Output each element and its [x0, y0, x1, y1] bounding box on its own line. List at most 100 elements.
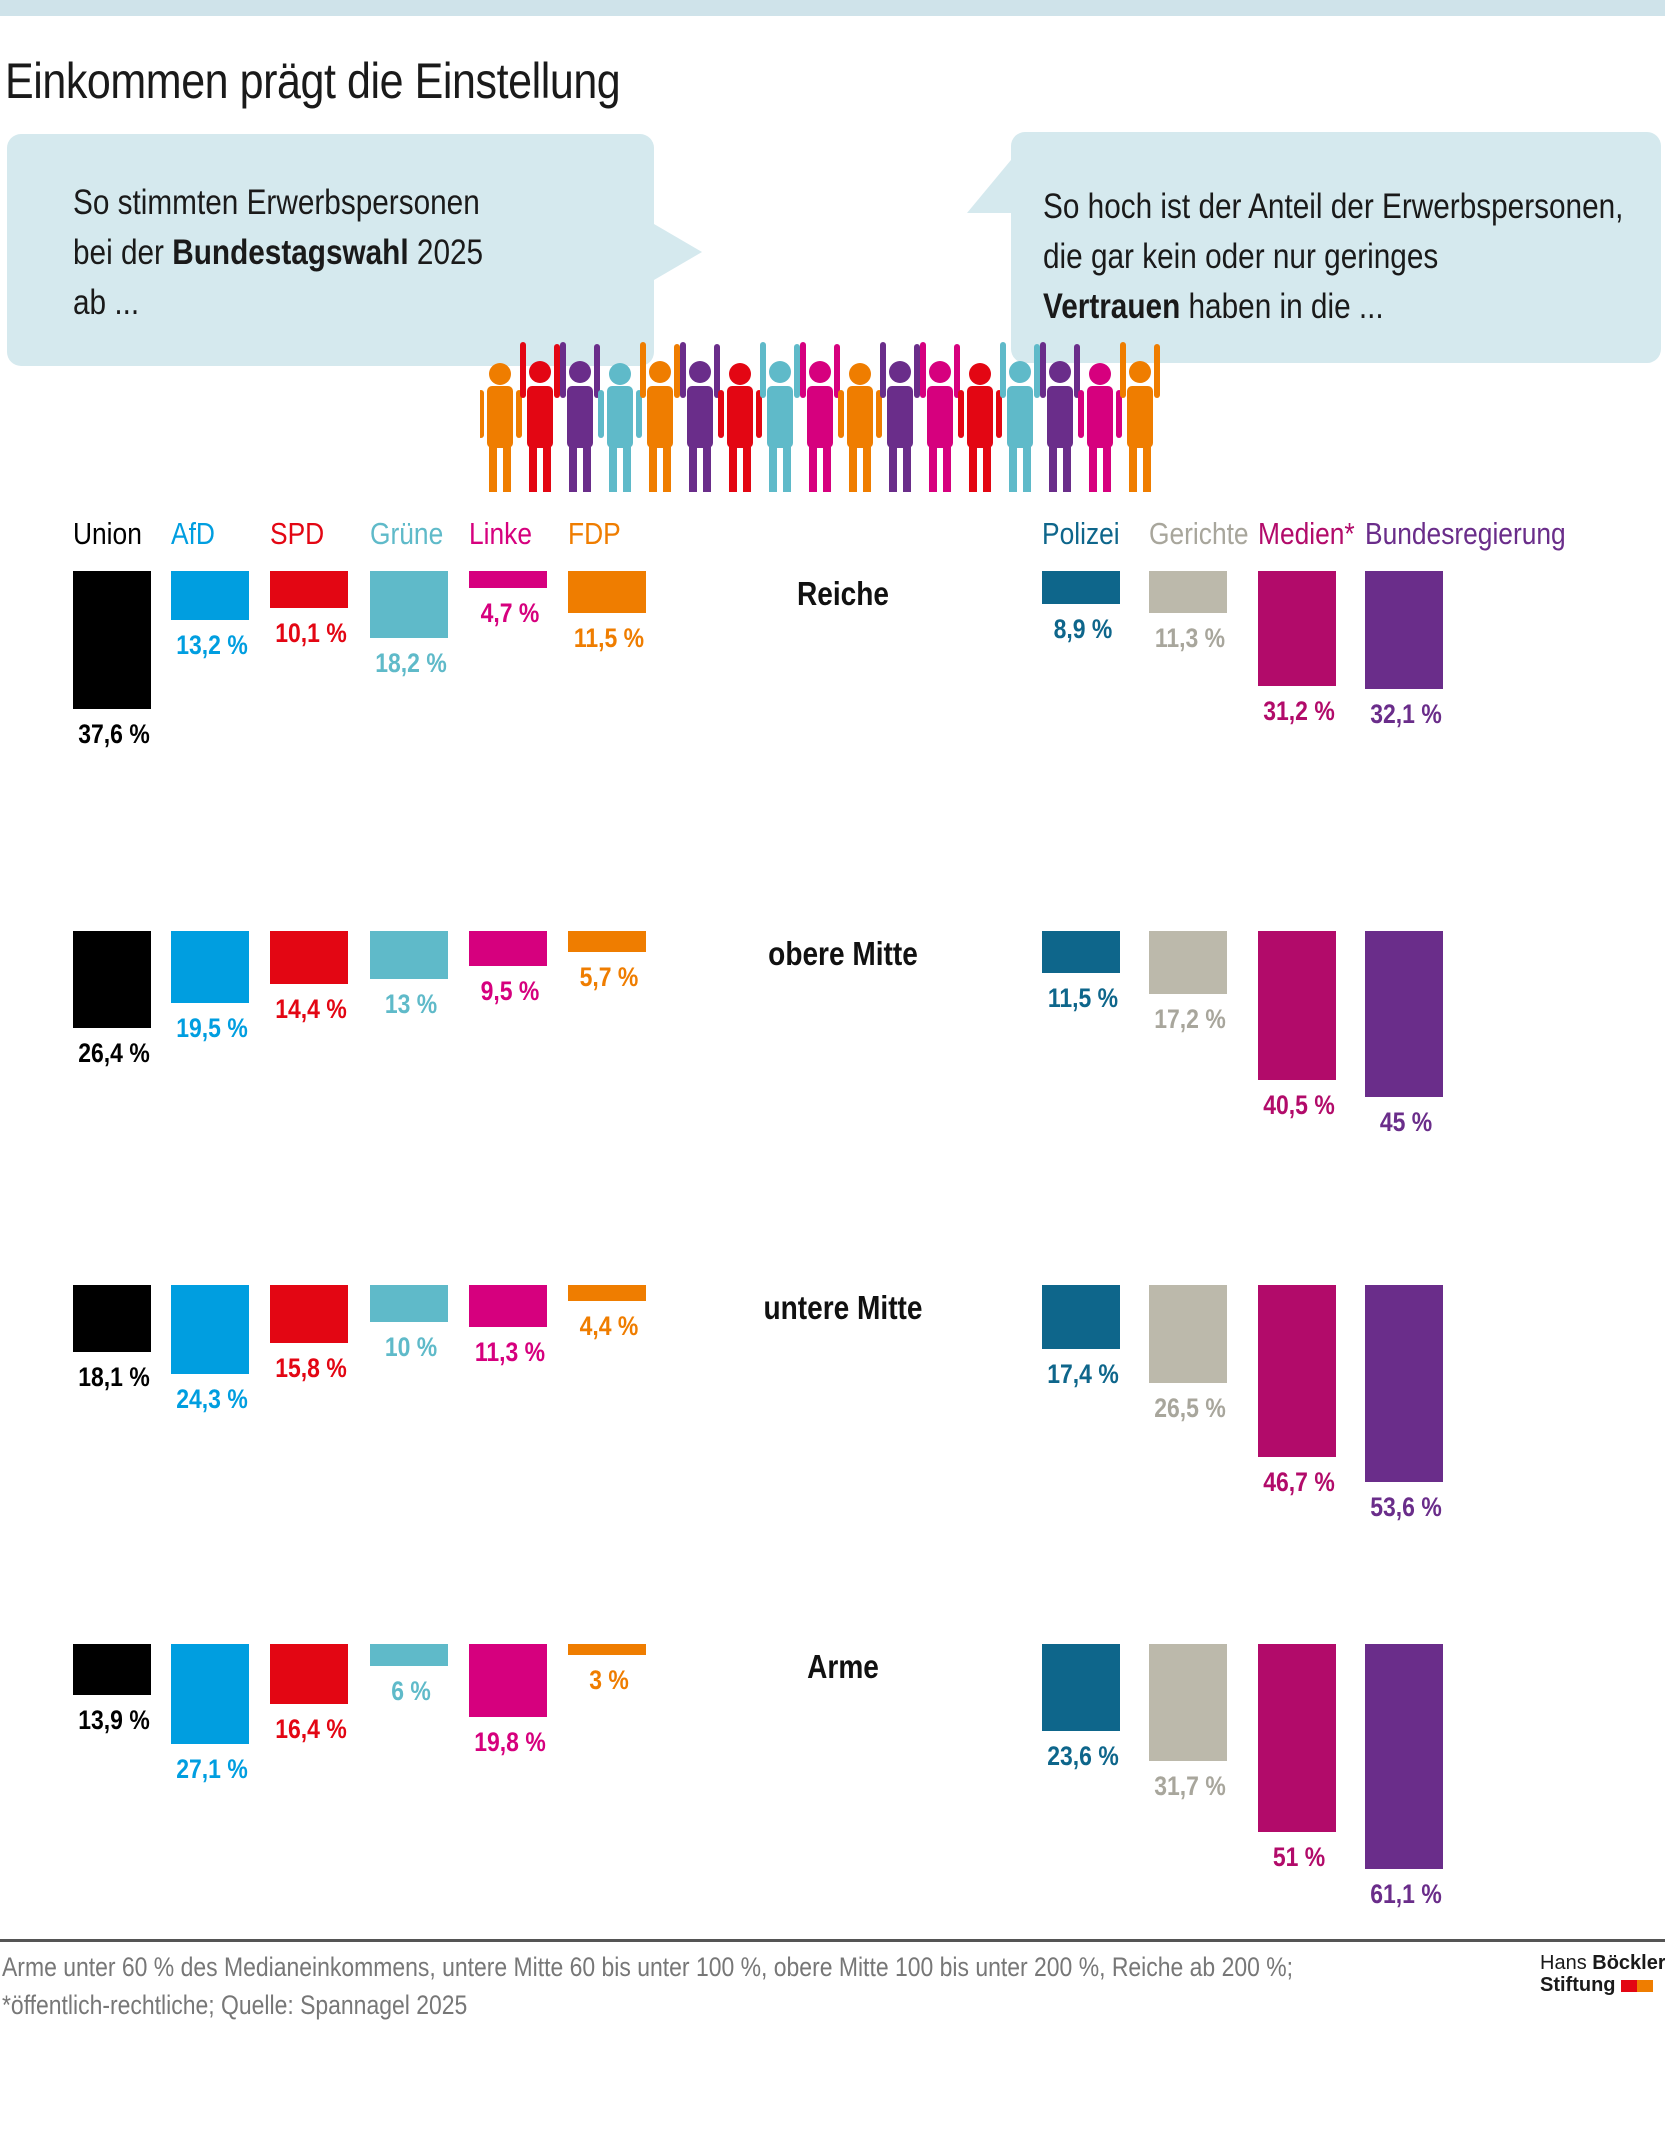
- party-category-label-5: FDP: [568, 516, 621, 551]
- person-figure: [640, 342, 680, 492]
- trust-bar: [1258, 1644, 1336, 1832]
- trust-bar: [1365, 1644, 1443, 1869]
- group-label: obere Mitte: [768, 935, 918, 972]
- person-figure: [880, 342, 920, 492]
- party-value-label: 24,3 %: [176, 1384, 248, 1415]
- party-value-label: 11,5 %: [573, 623, 645, 654]
- party-bar: [171, 1644, 249, 1744]
- trust-value-label: 32,1 %: [1370, 699, 1442, 730]
- person-figure: [560, 342, 600, 492]
- text: haben in die ...: [1180, 287, 1384, 326]
- party-bar: [469, 931, 547, 966]
- trust-value-label: 8,9 %: [1053, 613, 1113, 644]
- speech-bubble-left: So stimmten Erwerbspersonen bei der Bund…: [7, 134, 654, 366]
- party-category-label-0: Union: [73, 516, 142, 551]
- person-figure: [1000, 342, 1040, 492]
- party-value-label: 13 %: [384, 988, 438, 1019]
- trust-value-label: 46,7 %: [1263, 1466, 1335, 1497]
- party-bar: [270, 1644, 348, 1705]
- party-bar: [73, 1644, 151, 1696]
- party-value-label: 13,2 %: [176, 629, 248, 660]
- party-value-label: 18,1 %: [78, 1361, 150, 1392]
- party-bar: [568, 931, 646, 952]
- bubble-left-tail: [654, 224, 702, 280]
- party-category-label-4: Linke: [469, 516, 532, 551]
- party-bar: [370, 1644, 448, 1667]
- party-value-label: 4,4 %: [579, 1311, 639, 1342]
- party-value-label: 6 %: [391, 1676, 431, 1707]
- party-bar: [270, 1285, 348, 1344]
- party-value-label: 11,3 %: [474, 1336, 546, 1367]
- person-figure: [838, 363, 882, 492]
- party-value-label: 14,4 %: [275, 993, 347, 1024]
- party-bar: [469, 1644, 547, 1717]
- trust-bar: [1365, 931, 1443, 1097]
- person-figure: [1078, 363, 1122, 492]
- page-title: Einkommen prägt die Einstellung: [5, 53, 621, 109]
- bubble-right-line: die gar kein oder nur geringes: [1043, 237, 1439, 276]
- party-value-label: 9,5 %: [480, 975, 540, 1006]
- party-bar: [171, 1285, 249, 1375]
- group-label: Reiche: [797, 575, 889, 612]
- party-value-label: 13,9 %: [78, 1705, 150, 1736]
- person-figure: [800, 342, 840, 492]
- trust-value-label: 26,5 %: [1154, 1392, 1226, 1423]
- trust-value-label: 45 %: [1379, 1106, 1433, 1137]
- trust-bar: [1042, 571, 1120, 604]
- logo-square-red: [1621, 1979, 1638, 1992]
- party-value-label: 16,4 %: [275, 1714, 347, 1745]
- group-label: Arme: [807, 1648, 879, 1685]
- trust-bar: [1258, 571, 1336, 686]
- party-value-label: 10,1 %: [275, 618, 347, 649]
- party-bar: [73, 1285, 151, 1352]
- party-bar: [73, 571, 151, 710]
- party-value-label: 27,1 %: [176, 1753, 248, 1784]
- party-category-label-3: Grüne: [370, 516, 444, 551]
- footer-divider: [0, 1939, 1665, 1942]
- trust-bar: [1149, 571, 1227, 613]
- logo-text: Stiftung: [1540, 1974, 1616, 1996]
- party-bar: [568, 1644, 646, 1656]
- trust-bar: [1258, 931, 1336, 1081]
- person-figure: [1040, 342, 1080, 492]
- person-figure: [920, 342, 960, 492]
- party-bar: [568, 1285, 646, 1302]
- logo-square-orange: [1637, 1979, 1654, 1992]
- trust-bar: [1042, 1644, 1120, 1731]
- trust-bar: [1258, 1285, 1336, 1457]
- footer-source: *öffentlich-rechtliche; Quelle: Spannage…: [2, 1990, 468, 2020]
- trust-bar: [1365, 1285, 1443, 1483]
- party-bar: [370, 931, 448, 979]
- trust-value-label: 17,4 %: [1047, 1359, 1119, 1390]
- trust-value-label: 53,6 %: [1370, 1492, 1442, 1523]
- trust-value-label: 40,5 %: [1263, 1090, 1335, 1121]
- bubble-right-tail: [967, 160, 1011, 213]
- party-bar: [171, 931, 249, 1003]
- party-value-label: 18,2 %: [375, 647, 447, 678]
- party-value-label: 26,4 %: [78, 1038, 150, 1069]
- bubble-right-text: So hoch ist der Anteil der Erwerbsperson…: [1043, 182, 1623, 332]
- person-figure: [680, 342, 720, 492]
- trust-value-label: 51 %: [1272, 1841, 1326, 1872]
- trust-category-label-0: Polizei: [1042, 516, 1120, 551]
- speech-bubble-right: So hoch ist der Anteil der Erwerbsperson…: [1011, 132, 1661, 363]
- person-figure: [958, 363, 1002, 492]
- party-category-label-1: AfD: [171, 516, 215, 551]
- party-value-label: 19,5 %: [176, 1012, 248, 1043]
- person-figure: [1120, 342, 1160, 492]
- party-bar: [469, 1285, 547, 1327]
- party-value-label: 10 %: [384, 1331, 438, 1362]
- footer-note: Arme unter 60 % des Medianeinkommens, un…: [2, 1952, 1294, 1982]
- person-figure: [718, 363, 762, 492]
- person-figure: [480, 363, 522, 492]
- trust-bar: [1042, 931, 1120, 974]
- trust-category-label-1: Gerichte: [1149, 516, 1249, 551]
- logo-text: Hans: [1540, 1952, 1593, 1974]
- bubble-left-line: So stimmten Erwerbspersonen: [73, 183, 480, 222]
- party-value-label: 3 %: [589, 1665, 629, 1696]
- party-bar: [568, 571, 646, 614]
- text: bei der: [73, 233, 173, 272]
- trust-value-label: 23,6 %: [1047, 1740, 1119, 1771]
- trust-bar: [1149, 1285, 1227, 1383]
- party-value-label: 37,6 %: [78, 719, 150, 750]
